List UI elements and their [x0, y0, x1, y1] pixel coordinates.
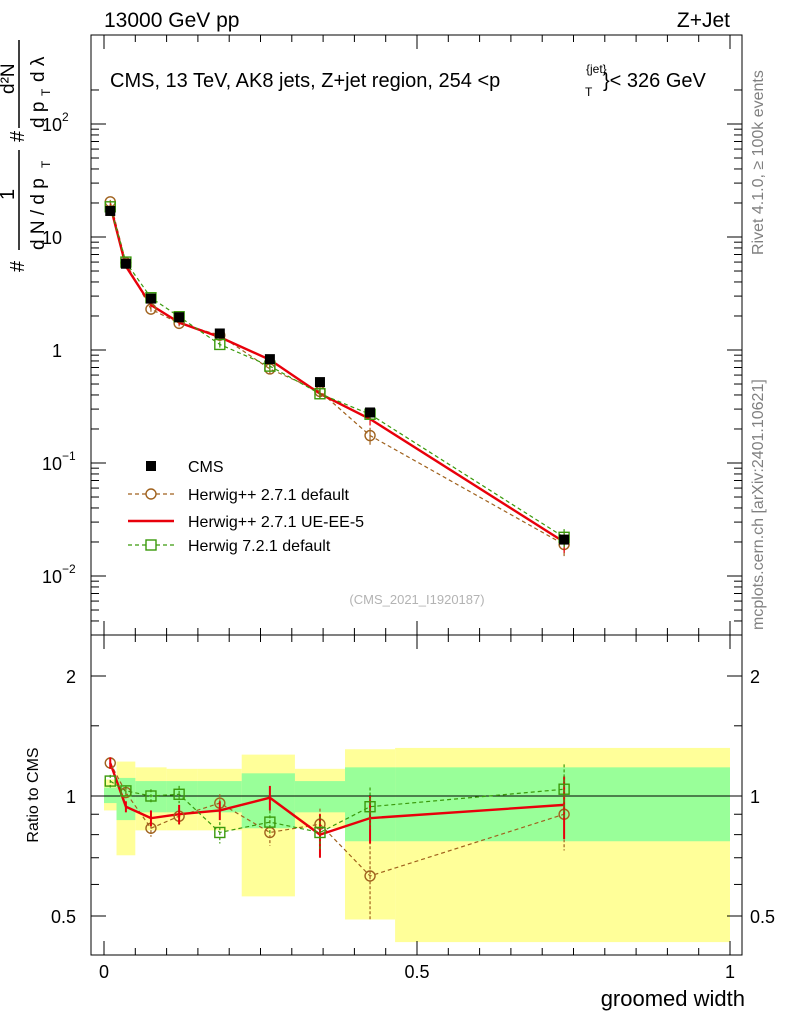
y-axis-label: # 1 d N / d p T # d²N d p T d λ: [0, 40, 53, 272]
y-tick-exponent: 2: [62, 110, 69, 124]
herwigpp-default-point: [364, 429, 376, 442]
svg-text:#: #: [7, 260, 29, 272]
legend-label: CMS: [188, 459, 224, 476]
legend-label: Herwig++ 2.7.1 default: [188, 487, 350, 504]
ratio-herwig7-default-point: [264, 816, 276, 828]
ratio-herwig7-default-point: [364, 801, 376, 813]
energy-label: 13000 GeV pp: [104, 9, 239, 32]
svg-text:#: #: [7, 130, 29, 142]
y-tick-label: 10: [42, 115, 62, 135]
ratio-herwig7-default-point: [558, 783, 570, 795]
y-tick-label: 10: [42, 454, 62, 474]
ratio-frame: [90, 634, 743, 956]
legend-marker-circle: [145, 488, 157, 500]
cms-data-point: [145, 293, 156, 304]
uncertainty-band-stat: [116, 777, 136, 821]
ratio-y-label: Ratio to CMS: [25, 747, 42, 842]
svg-text:T: T: [39, 88, 53, 96]
herwig7-default-point: [214, 338, 226, 351]
ratio-herwigpp-default-point: [364, 870, 376, 882]
ratio-y-tick-label: 2: [66, 667, 76, 687]
cms-data-point: [314, 377, 325, 388]
x-axis-label: groomed width: [601, 986, 745, 1011]
svg-text:d²N: d²N: [0, 63, 19, 94]
x-tick-label: 0.5: [404, 962, 429, 982]
ratio-herwig7-default-point: [314, 826, 326, 839]
plot-title-sup: {jet}: [586, 62, 607, 76]
legend-label: Herwig++ 2.7.1 UE-EE-5: [188, 514, 364, 531]
rivet-label: Rivet 4.1.0, ≥ 100k events: [750, 70, 767, 255]
ratio-panel: 0.5 0.5 1 1 2 2 0 0.5 1 Ratio to CMS groomed wid…: [25, 634, 775, 1011]
cms-data-point: [214, 328, 225, 339]
cms-data-point: [120, 258, 131, 269]
uncertainty-band-stat: [294, 781, 346, 813]
ratio-herwig7-default-point: [104, 775, 116, 787]
ratio-y-tick-label: 1: [66, 787, 76, 807]
cms-data-point: [174, 312, 185, 323]
ratio-herwig7-default-point: [214, 826, 226, 839]
plot-title: CMS, 13 TeV, AK8 jets, Z+jet region, 254…: [110, 70, 500, 92]
ratio-y-tick-label-right: 1: [750, 787, 760, 807]
svg-text:d p: d p: [28, 102, 49, 128]
legend-label: Herwig 7.2.1 default: [188, 538, 331, 555]
ratio-y-tick-label-right: 2: [750, 667, 760, 687]
x-tick-label: 0: [99, 962, 109, 982]
analysis-watermark: (CMS_2021_I1920187): [349, 592, 484, 607]
svg-text:T: T: [39, 160, 53, 168]
cms-data-point: [264, 354, 275, 365]
uncertainty-band-stat: [241, 773, 295, 829]
plot-title-sub: T: [585, 85, 593, 99]
process-label: Z+Jet: [677, 9, 730, 32]
svg-text:1: 1: [0, 189, 19, 200]
plot-title-suffix: }< 326 GeV: [603, 70, 707, 92]
y-tick-exponent: −1: [62, 449, 76, 463]
ratio-herwig7-default-point: [145, 790, 157, 802]
mcplots-label: mcplots.cern.ch [arXiv:2401.10621]: [750, 379, 767, 630]
y-tick-exponent: −2: [62, 562, 76, 576]
svg-text:d λ: d λ: [28, 56, 49, 82]
cms-data-point: [559, 534, 570, 545]
y-tick-label: 1: [52, 341, 62, 361]
legend-marker-cms: [146, 461, 156, 471]
y-tick-label: 10: [42, 567, 62, 587]
y-tick-label: 10: [42, 228, 62, 248]
uncertainty-band-stat: [104, 787, 117, 804]
cms-data-point: [365, 407, 376, 418]
ratio-herwig7-default-point: [120, 785, 132, 797]
uncertainty-band-stat: [166, 781, 198, 813]
ratio-herwig7-default-point: [173, 788, 185, 800]
legend: CMS Herwig++ 2.7.1 default Herwig++ 2.7.1 …: [128, 459, 364, 555]
cms-data-point: [105, 205, 116, 216]
herwig7-default-point: [314, 388, 326, 400]
x-tick-label: 1: [725, 962, 735, 982]
ratio-y-tick-label-right: 0.5: [750, 907, 775, 927]
ratio-y-tick-label: 0.5: [51, 907, 76, 927]
svg-text:d N / d p: d N / d p: [28, 178, 49, 250]
legend-marker-square: [145, 539, 157, 551]
